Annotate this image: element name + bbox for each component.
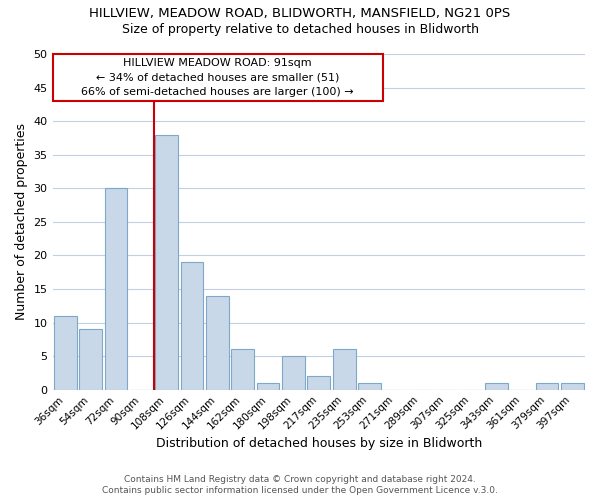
Bar: [79, 330, 102, 390]
Bar: [155, 134, 178, 390]
Text: Contains HM Land Registry data © Crown copyright and database right 2024.: Contains HM Land Registry data © Crown c…: [124, 475, 476, 484]
Text: HILLVIEW, MEADOW ROAD, BLIDWORTH, MANSFIELD, NG21 0PS: HILLVIEW, MEADOW ROAD, BLIDWORTH, MANSFI…: [89, 8, 511, 20]
Bar: [206, 296, 229, 390]
Bar: [104, 188, 127, 390]
Bar: [54, 316, 77, 390]
Text: Size of property relative to detached houses in Blidworth: Size of property relative to detached ho…: [121, 22, 479, 36]
Bar: [485, 383, 508, 390]
Bar: [333, 350, 356, 390]
Bar: [231, 350, 254, 390]
Y-axis label: Number of detached properties: Number of detached properties: [15, 124, 28, 320]
Bar: [181, 262, 203, 390]
Bar: [358, 383, 381, 390]
Text: HILLVIEW MEADOW ROAD: 91sqm: HILLVIEW MEADOW ROAD: 91sqm: [123, 58, 312, 68]
Bar: [307, 376, 330, 390]
Text: Contains public sector information licensed under the Open Government Licence v.: Contains public sector information licen…: [102, 486, 498, 495]
Text: ← 34% of detached houses are smaller (51): ← 34% of detached houses are smaller (51…: [96, 72, 339, 83]
Bar: [536, 383, 559, 390]
Bar: [257, 383, 280, 390]
Bar: [282, 356, 305, 390]
Text: 66% of semi-detached houses are larger (100) →: 66% of semi-detached houses are larger (…: [81, 88, 354, 98]
X-axis label: Distribution of detached houses by size in Blidworth: Distribution of detached houses by size …: [155, 437, 482, 450]
Bar: [561, 383, 584, 390]
